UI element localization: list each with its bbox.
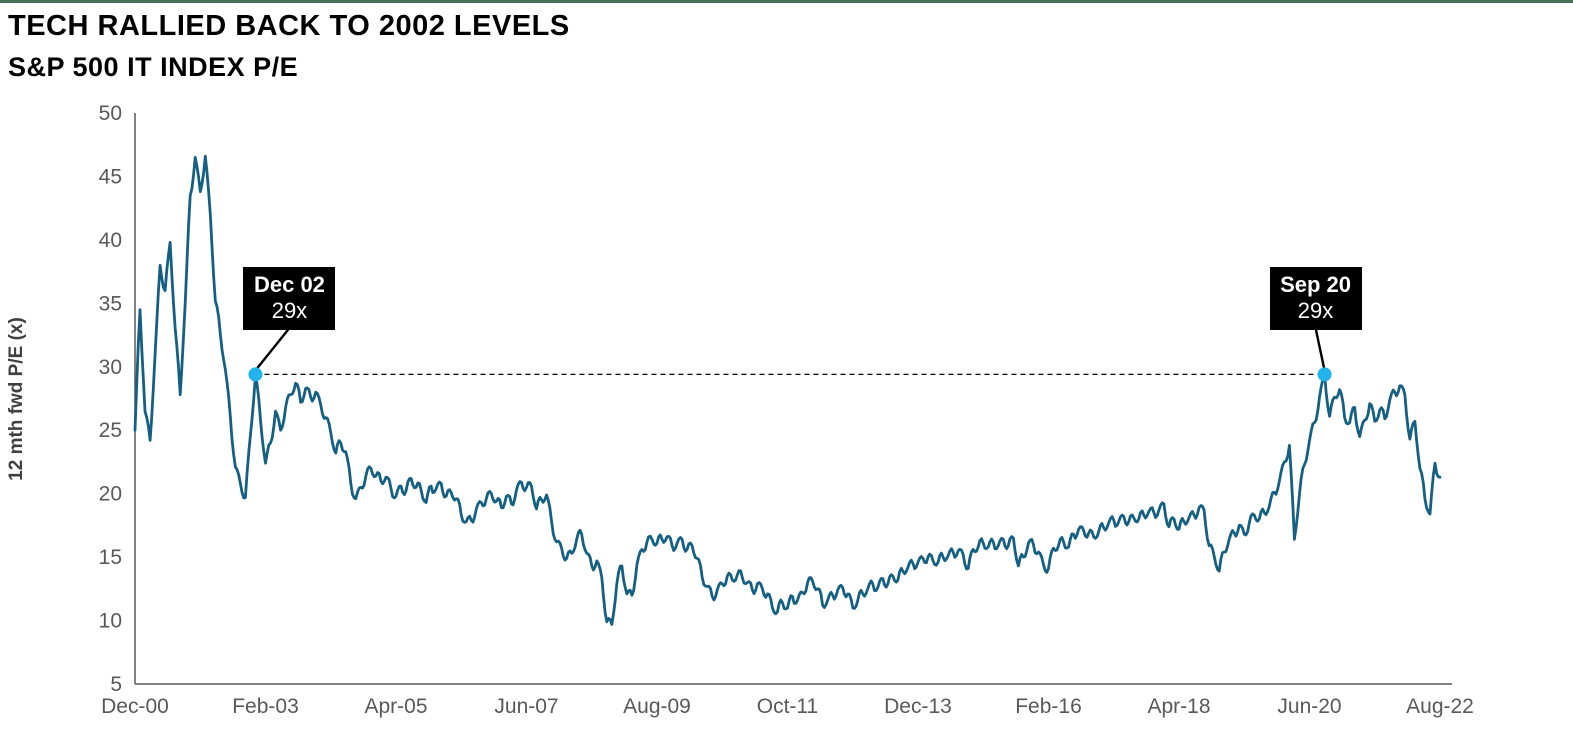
x-tick-label: Feb-16: [1015, 695, 1082, 718]
y-tick-label: 35: [99, 292, 122, 315]
annotation-callout-sep20: Sep 20 29x: [1269, 267, 1362, 330]
y-tick-label: 10: [99, 610, 122, 633]
annotation-value-label: 29x: [1297, 298, 1334, 323]
y-tick-label: 25: [99, 419, 122, 442]
top-accent-bar: [0, 0, 1573, 3]
x-tick-label: Jun-07: [494, 695, 558, 718]
annotation-date-label: Dec 02: [253, 272, 325, 297]
y-tick-label: 20: [99, 483, 122, 506]
annotation-connector-line: [1314, 327, 1326, 371]
annotation-marker-dot: [248, 367, 263, 382]
annotation-connector-line: [254, 327, 291, 372]
y-tick-label: 45: [99, 165, 122, 188]
x-tick-label: Apr-18: [1147, 695, 1210, 718]
x-tick-label: Jun-20: [1277, 695, 1341, 718]
y-tick-label: 50: [99, 102, 122, 125]
x-tick-label: Aug-22: [1406, 695, 1474, 718]
y-tick-label: 30: [99, 356, 122, 379]
x-tick-label: Dec-13: [884, 695, 952, 718]
x-tick-label: Dec-00: [101, 695, 169, 718]
y-tick-label: 40: [99, 229, 122, 252]
annotation-date-label: Sep 20: [1280, 272, 1352, 297]
y-tick-label: 5: [110, 673, 122, 696]
chart-title: TECH RALLIED BACK TO 2002 LEVELS: [8, 10, 570, 42]
x-tick-label: Aug-09: [623, 695, 691, 718]
x-tick-label: Feb-03: [232, 695, 299, 718]
y-tick-label: 15: [99, 546, 122, 569]
x-tick-label: Oct-11: [757, 695, 818, 718]
annotation-callout-dec02: Dec 02 29x: [243, 267, 336, 330]
annotation-marker-dot: [1317, 367, 1332, 382]
pe-line-series: [133, 154, 1442, 626]
annotation-value-label: 29x: [271, 298, 308, 323]
x-tick-label: Apr-05: [364, 695, 427, 718]
chart-subtitle: S&P 500 IT INDEX P/E: [8, 52, 299, 82]
